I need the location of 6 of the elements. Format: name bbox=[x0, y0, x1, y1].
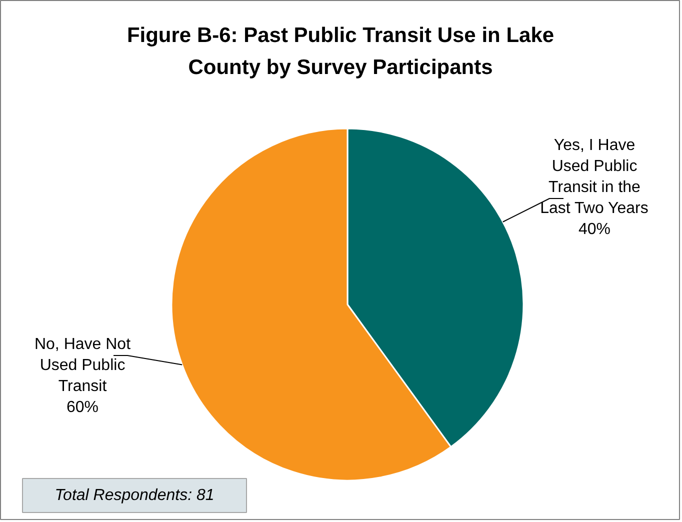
chart-title: Figure B-6: Past Public Transit Use in Lake County by Survey Participants bbox=[126, 24, 554, 79]
slice-label: Yes, I Have Used Public Transit in the Last Two Years bbox=[540, 137, 648, 217]
data-label: 60% bbox=[66, 399, 99, 416]
data-label: 40% bbox=[578, 221, 611, 238]
text: Total Respondents: 81 bbox=[54, 487, 214, 504]
slice-label: No, Have Not Used Public Transit bbox=[34, 336, 132, 395]
